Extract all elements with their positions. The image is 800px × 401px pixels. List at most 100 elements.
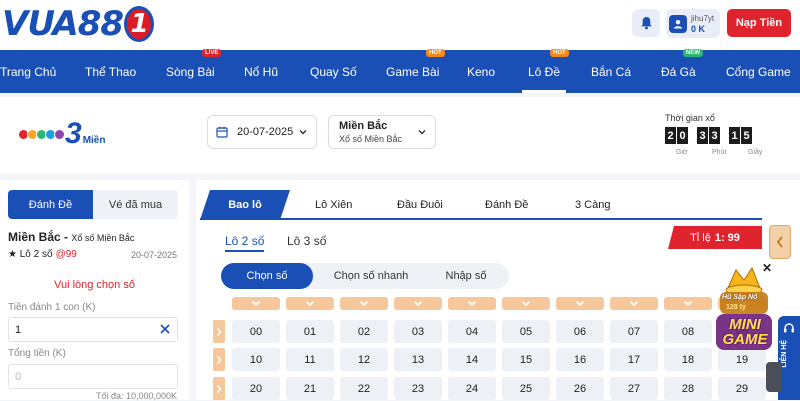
number-cell[interactable]: 13 [394,348,442,371]
number-cell[interactable]: 02 [340,320,388,343]
draw-countdown: 2 0 3 3 1 5 [665,127,753,144]
number-cell[interactable]: 16 [556,348,604,371]
number-cell[interactable]: 22 [340,377,388,400]
slip-region-title: Miền Bắc [8,230,61,244]
tab-bao-lo[interactable]: Bao lô [200,190,290,220]
column-select-button[interactable] [664,297,712,310]
nav-item-cockfight[interactable]: Đá Gà NEW [661,49,703,93]
nav-item-game-portal[interactable]: Cổng Game [726,50,791,93]
stake-input[interactable]: 1 [8,317,178,342]
number-cell[interactable]: 28 [664,377,712,400]
number-cell[interactable]: 24 [448,377,496,400]
slip-bet-type: ★ Lô 2 số @99 [8,249,77,260]
tab-lo-xien[interactable]: Lô Xiên [315,199,353,211]
close-promo-icon[interactable]: ✕ [762,261,773,275]
nav-label: Trang Chủ [0,64,57,79]
chevron-down-icon [413,300,423,307]
nav-item-slots[interactable]: Nổ Hũ [244,50,278,93]
number-cell[interactable]: 26 [556,377,604,400]
site-logo[interactable]: VUA88 1 [2,4,155,44]
number-cell[interactable]: 15 [502,348,550,371]
row-select-button[interactable] [213,377,225,400]
column-select-button[interactable] [232,297,280,310]
chevron-down-icon [251,300,261,307]
number-cell[interactable]: 05 [502,320,550,343]
total-label: Tổng tiền (K) [8,348,66,359]
number-cell[interactable]: 21 [286,377,334,400]
mode-pick-number[interactable]: Chọn số [221,263,313,289]
collapse-arrow-button[interactable] [769,225,791,259]
number-cell[interactable]: 06 [556,320,604,343]
column-select-button[interactable] [448,297,496,310]
row-select-button[interactable] [213,320,225,343]
date-select[interactable]: 20-07-2025 [207,115,317,149]
tab-purchased-tickets[interactable]: Vé đã mua [93,190,178,219]
number-cell[interactable]: 25 [502,377,550,400]
subtab-lo-3-so[interactable]: Lô 3 số [287,234,327,248]
nav-item-casino[interactable]: Sòng Bài LIVE [166,49,222,93]
tab-place-bet[interactable]: Đánh Đề [8,190,93,219]
number-cell[interactable]: 17 [610,348,658,371]
number-cell[interactable]: 29 [718,377,766,400]
number-cell[interactable]: 20 [232,377,280,400]
subtab-lo-2-so[interactable]: Lô 2 số [225,234,265,252]
nav-item-keno[interactable]: Keno [467,50,495,93]
lottery-balls-icon [18,128,65,140]
column-select-button[interactable] [556,297,604,310]
nav-item-sports[interactable]: Thể Thao [85,50,136,93]
brand-label: Miền [82,134,106,146]
lottery-info-bar: 3 Miền 20-07-2025 Miền Bắc Xổ số Miền Bắ… [0,97,800,173]
number-cell[interactable]: 27 [610,377,658,400]
deposit-button[interactable]: Nạp Tiền [727,9,791,37]
column-select-button[interactable] [610,297,658,310]
nav-item-lottery-draw[interactable]: Quay Số [310,50,357,93]
column-select-button[interactable] [286,297,334,310]
contact-label: LIÊN HỆ [781,340,788,368]
selection-mode-toggle: Chọn số Chọn số nhanh Nhập số [221,263,509,289]
nav-item-card-games[interactable]: Game Bài HOT [386,49,445,93]
row-select-button[interactable] [213,348,225,371]
user-account[interactable]: jihu7yt 0 K [666,9,720,38]
notification-bell-icon[interactable] [632,9,660,37]
tab-3-cang[interactable]: 3 Càng [575,199,611,211]
treasure-pot-icon [716,266,772,350]
nav-item-home[interactable]: Trang Chủ [0,50,56,93]
number-cell[interactable]: 07 [610,320,658,343]
mode-quick-pick[interactable]: Chọn số nhanh [333,270,409,282]
number-cell[interactable]: 11 [286,348,334,371]
mini-game-promo[interactable]: Hũ Sập Nổ 128 tỷ MINI GAME [714,262,774,366]
calendar-icon [216,126,228,138]
number-cell[interactable]: 18 [664,348,712,371]
tab-dau-duoi[interactable]: Đầu Đuôi [397,199,443,211]
number-cell[interactable]: 14 [448,348,496,371]
mode-enter-number[interactable]: Nhập số [445,270,487,282]
nav-item-fishing[interactable]: Bắn Cá [591,50,631,93]
column-select-button[interactable] [340,297,388,310]
number-cell[interactable]: 03 [394,320,442,343]
number-cell[interactable]: 01 [286,320,334,343]
timer-unit-minutes: Phút [712,149,727,156]
number-cell[interactable]: 12 [340,348,388,371]
slip-region-sub: Xổ số Miền Bắc [71,233,135,243]
user-avatar-icon [669,14,687,33]
number-cell[interactable]: 04 [448,320,496,343]
region-select[interactable]: Miền Bắc Xổ số Miền Bắc [328,115,436,149]
clear-icon[interactable] [159,323,171,335]
nav-label: Nổ Hũ [244,64,279,79]
number-cell[interactable]: 23 [394,377,442,400]
number-cell[interactable]: 19 [718,348,766,371]
captcha-badge-icon [766,362,782,392]
total-input[interactable]: 0 [8,364,178,389]
nav-item-lo-de[interactable]: Lô Đề HOT [521,49,569,93]
number-cell[interactable]: 00 [232,320,280,343]
column-select-button[interactable] [394,297,442,310]
tab-danh-de[interactable]: Đánh Đề [485,199,529,211]
number-cell[interactable]: 08 [664,320,712,343]
timer-digit: 5 [741,127,752,144]
chevron-left-icon [776,236,783,248]
column-select-button[interactable] [502,297,550,310]
nav-label: Sòng Bài [166,64,215,79]
contact-tab[interactable]: LIÊN HỆ [778,316,800,400]
promo-subtitle: Hũ Sập Nổ [722,294,758,301]
number-cell[interactable]: 10 [232,348,280,371]
